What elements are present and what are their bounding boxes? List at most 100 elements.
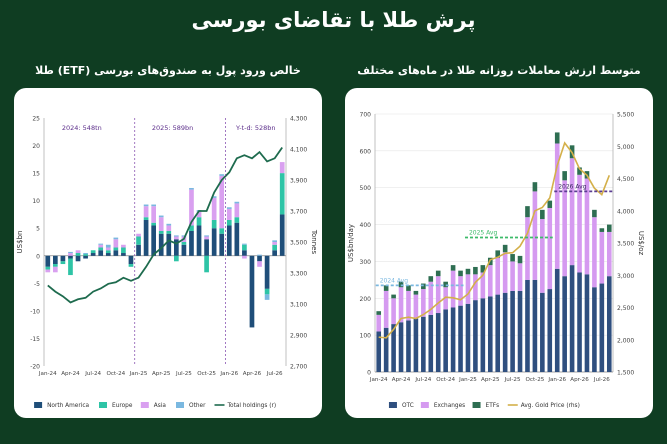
bar-segment [376, 311, 382, 315]
bar-segment [121, 244, 126, 248]
bar-segment [406, 290, 411, 321]
bar-segment [98, 244, 104, 248]
bar-segment [465, 268, 471, 275]
bar-segment [487, 265, 493, 297]
bar-segment [495, 294, 501, 372]
bar-segment [173, 235, 179, 237]
bar-segment [52, 266, 58, 273]
bar-segment [495, 257, 501, 295]
bar-segment [226, 207, 232, 209]
bar-segment [502, 252, 508, 293]
bar-segment [143, 217, 149, 220]
bar-segment [435, 270, 441, 277]
legend-swatch [420, 402, 429, 408]
bar-segment [211, 196, 217, 198]
bar-segment [83, 253, 88, 255]
bar-segment [532, 182, 538, 192]
y2-tick-label: 3,100 [290, 302, 307, 309]
y2-tick-label: 2,000 [617, 337, 634, 344]
bar-segment [279, 214, 285, 256]
bar-segment [75, 253, 81, 256]
y-tick-label: 0 [36, 253, 40, 260]
y-tick-label: 25 [32, 116, 40, 123]
y2-tick-label: 3,700 [290, 209, 307, 216]
y-axis-label: US$bn/day [347, 224, 355, 262]
legend-label: North America [47, 403, 89, 409]
bar-segment [592, 287, 597, 372]
bar-segment [143, 219, 149, 256]
bar-segment [98, 247, 104, 251]
y2-tick-label: 2,900 [290, 333, 307, 340]
bar-segment [90, 253, 96, 256]
bar-segment [234, 222, 240, 256]
bar-segment [480, 265, 486, 273]
x-tick-label: Jan-25 [129, 371, 148, 377]
x-tick-label: Jan-24 [369, 377, 388, 383]
bar-segment [517, 290, 523, 372]
bar-segment [189, 225, 194, 231]
bar-segment [211, 197, 217, 220]
bar-segment [113, 239, 119, 248]
legend-label: Europe [112, 403, 133, 409]
bar-segment [105, 253, 111, 256]
bar-segment [272, 250, 278, 256]
legend-label: Other [189, 403, 206, 409]
bar-segment [189, 187, 194, 190]
y-tick-label: 15 [32, 171, 40, 178]
bar-segment [45, 269, 51, 273]
bar-segment [540, 209, 545, 220]
bar-segment [465, 274, 471, 304]
y-tick-label: -20 [30, 364, 40, 371]
bar-segment [584, 274, 590, 372]
bar-segment [443, 309, 448, 372]
bar-segment [143, 204, 149, 207]
bar-segment [113, 247, 119, 251]
bar-segment [166, 225, 172, 231]
bar-segment [406, 285, 411, 291]
bar-segment [105, 244, 111, 248]
bar-segment [143, 206, 149, 218]
x-tick-label: Jan-25 [458, 377, 477, 383]
bar-segment [242, 255, 247, 259]
bar-segment [136, 233, 141, 237]
bar-segment [196, 225, 202, 256]
bar-segment [554, 132, 560, 144]
y-tick-label: 600 [360, 148, 372, 155]
bar-segment [166, 230, 172, 234]
bar-segment [279, 173, 285, 215]
left-chart-heading: خالص ورود پول به صندوق‌های بورسی (ETF) ط… [35, 64, 301, 77]
bar-segment [435, 313, 441, 372]
y-tick-label: 200 [360, 296, 372, 303]
x-tick-label: Oct-24 [106, 371, 125, 377]
legend-label: Exchanges [434, 403, 465, 409]
bar-segment [234, 203, 240, 218]
bar-segment [204, 235, 209, 237]
legend-label: Total holdings (r) [227, 403, 277, 409]
bar-segment [45, 266, 51, 270]
bar-segment [606, 276, 612, 372]
bar-segment [547, 207, 553, 290]
series-line [378, 141, 611, 339]
legend-swatch [140, 402, 149, 408]
bar-segment [173, 239, 179, 256]
x-tick-label: Jan-26 [547, 377, 566, 383]
bar-segment [173, 255, 179, 262]
bar-segment [443, 287, 448, 310]
bar-segment [166, 223, 172, 226]
bar-segment [234, 217, 240, 223]
series-line [47, 146, 283, 304]
bar-segment [121, 253, 126, 256]
bar-segment [242, 244, 247, 251]
bar-segment [219, 228, 225, 234]
bar-segment [257, 261, 262, 267]
bar-segment [75, 255, 81, 262]
bar-segment [532, 279, 538, 372]
bar-segment [606, 224, 612, 232]
period-annotation: Y-t-d: 528bn [235, 124, 275, 132]
bar-segment [151, 204, 157, 207]
bar-segment [257, 254, 262, 256]
y-tick-label: 400 [360, 222, 372, 229]
x-tick-label: Jul-25 [175, 371, 192, 377]
bar-segment [158, 217, 164, 231]
bar-segment [98, 250, 104, 256]
